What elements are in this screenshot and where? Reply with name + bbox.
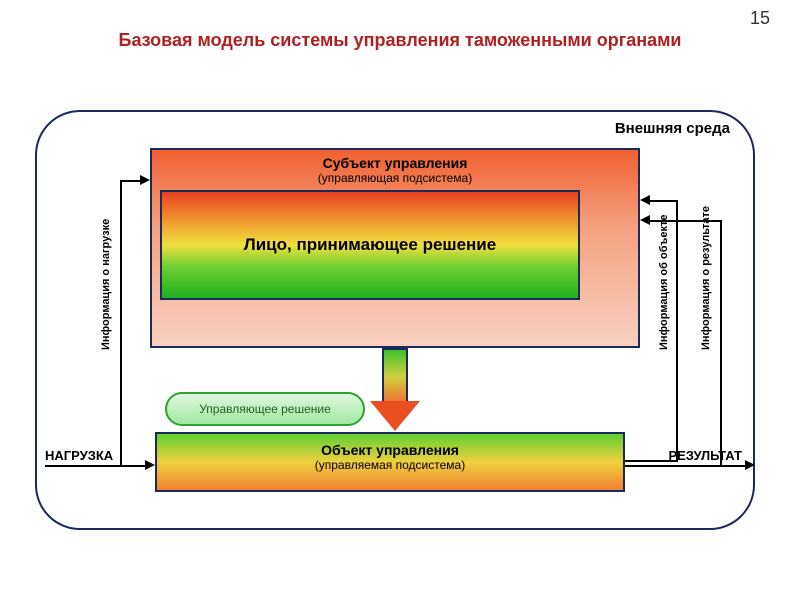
object-block: Объект управления (управляемая подсистем…	[155, 432, 625, 492]
arrow-body	[382, 348, 408, 403]
decision-maker-text: Лицо, принимающее решение	[244, 235, 496, 255]
objinfo-vline	[676, 200, 678, 462]
objinfo-top-hline	[650, 200, 678, 202]
load-feedback-arrowhead	[140, 175, 150, 185]
object-subtitle: (управляемая подсистема)	[157, 458, 623, 472]
arrow-head	[370, 401, 420, 431]
objinfo-bottom-hline	[625, 460, 678, 462]
subject-subtitle: (управляющая подсистема)	[152, 171, 638, 185]
resinfo-arrowhead	[640, 215, 650, 225]
result-arrow-line	[625, 465, 745, 467]
load-feedback-hline	[120, 180, 140, 182]
load-info-label: Информация о нагрузке	[100, 200, 112, 350]
result-label: РЕЗУЛЬТАТ	[668, 448, 742, 463]
resinfo-vline	[720, 220, 722, 465]
result-info-label: Информация о результате	[700, 200, 712, 350]
nagruzka-arrow-head	[145, 460, 155, 470]
nagruzka-label: НАГРУЗКА	[45, 448, 113, 463]
page-number: 15	[750, 8, 770, 29]
environment-label: Внешняя среда	[615, 120, 730, 137]
result-arrow-head	[745, 460, 755, 470]
nagruzka-arrow-line	[45, 465, 145, 467]
decision-maker-block: Лицо, принимающее решение	[160, 190, 580, 300]
object-title: Объект управления	[157, 442, 623, 458]
subject-title: Субъект управления	[152, 155, 638, 171]
page-title: Базовая модель системы управления таможе…	[50, 30, 750, 51]
load-feedback-vline	[120, 180, 122, 467]
objinfo-arrowhead	[640, 195, 650, 205]
control-decision-bubble: Управляющее решение	[165, 392, 365, 426]
control-arrow	[370, 348, 420, 433]
resinfo-top-hline	[650, 220, 722, 222]
object-info-label: Информация об объекте	[658, 200, 670, 350]
